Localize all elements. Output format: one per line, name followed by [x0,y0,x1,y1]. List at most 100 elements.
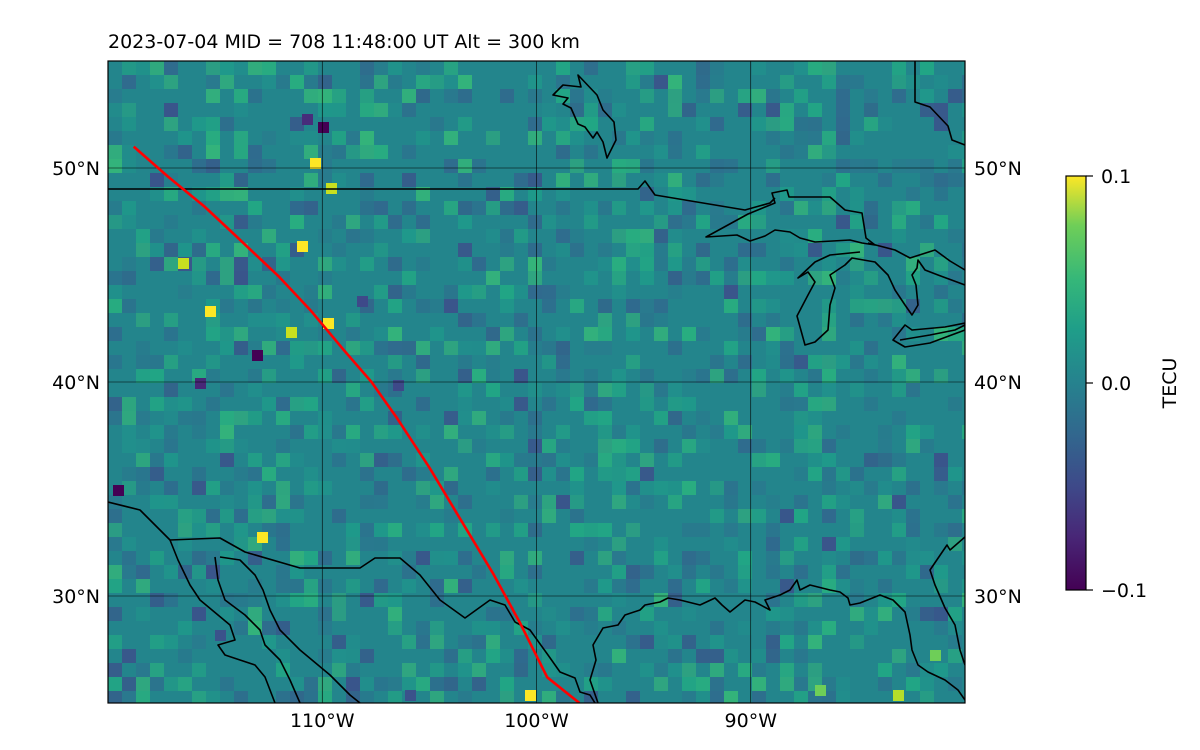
tec-pixel [108,691,122,703]
tec-pixel [528,187,542,201]
tec-pixel [108,607,122,621]
tec-pixel [528,439,542,453]
tec-pixel [458,285,472,299]
tec-pixel [248,257,262,271]
tec-pixel [682,635,696,649]
tec-pixel [794,677,808,691]
tec-pixel [766,537,780,551]
tec-pixel [122,439,136,453]
tec-pixel [108,145,122,159]
tec-pixel [766,565,780,579]
tec-pixel [178,397,192,411]
tec-pixel [556,117,570,131]
tec-pixel [318,551,332,565]
tec-pixel [780,355,794,369]
tec-pixel [290,341,304,355]
tec-pixel [584,369,598,383]
tec-pixel [780,397,794,411]
tec-pixel [416,621,430,635]
tec-pixel [612,383,626,397]
tec-pixel [934,117,948,131]
tec-pixel [122,691,136,703]
tec-pixel [794,509,808,523]
tec-pixel [108,299,122,313]
tec-pixel [360,677,374,691]
tec-pixel [710,509,724,523]
tec-pixel [178,131,192,145]
tec-pixel [192,551,206,565]
tec-pixel [374,327,388,341]
tec-pixel [164,313,178,327]
tec-pixel [542,341,556,355]
tec-pixel [822,201,836,215]
tec-pixel [514,313,528,327]
tec-pixel [528,425,542,439]
tec-pixel [290,495,304,509]
tec-pixel [892,383,906,397]
tec-pixel [640,299,654,313]
tec-pixel [304,677,318,691]
tec-pixel [164,327,178,341]
tec-pixel [710,159,724,173]
tec-pixel [920,439,934,453]
tec-pixel [962,341,965,355]
tec-pixel [332,593,346,607]
tec-pixel [360,103,374,117]
tec-pixel [682,565,696,579]
tec-pixel [500,201,514,215]
tec-pixel [808,467,822,481]
tec-pixel [164,117,178,131]
tec-pixel [234,341,248,355]
tec-pixel [696,579,710,593]
tec-pixel [150,677,164,691]
tec-pixel [920,691,934,703]
tec-pixel [192,229,206,243]
tec-pixel [122,117,136,131]
tec-pixel [486,621,500,635]
tec-pixel [528,257,542,271]
tec-pixel [262,495,276,509]
map-area [108,61,965,703]
tec-pixel [654,383,668,397]
tec-pixel [920,677,934,691]
tec-pixel [276,397,290,411]
tec-pixel [374,593,388,607]
tec-pixel [962,61,965,75]
tec-pixel [738,327,752,341]
tec-pixel [500,453,514,467]
tec-pixel [640,257,654,271]
hudson-bay-coast [552,74,617,159]
tec-pixel [430,691,444,703]
tec-pixel [220,341,234,355]
tec-pixel [206,75,220,89]
tec-pixel [122,271,136,285]
tec-pixel [724,411,738,425]
tec-pixel [654,635,668,649]
tec-pixel [192,425,206,439]
tec-pixel [822,355,836,369]
tec-pixel [472,621,486,635]
tec-pixel [668,579,682,593]
tec-pixel [374,453,388,467]
tec-pixel [360,523,374,537]
tec-pixel [248,495,262,509]
tec-pixel [136,355,150,369]
tec-pixel [318,229,332,243]
tec-pixel [458,411,472,425]
tec-pixel [584,117,598,131]
tec-pixel [388,327,402,341]
tec-pixel [878,495,892,509]
tec-pixel [472,677,486,691]
tec-pixel [276,453,290,467]
tec-pixel [444,201,458,215]
tec-pixel [318,607,332,621]
tec-pixel [640,159,654,173]
tec-pixel [458,173,472,187]
tec-pixel [906,425,920,439]
tec-pixel [416,467,430,481]
tec-pixel [878,607,892,621]
tec-pixel [178,621,192,635]
tec-pixel [150,61,164,75]
tec-pixel [766,355,780,369]
tec-pixel [766,299,780,313]
